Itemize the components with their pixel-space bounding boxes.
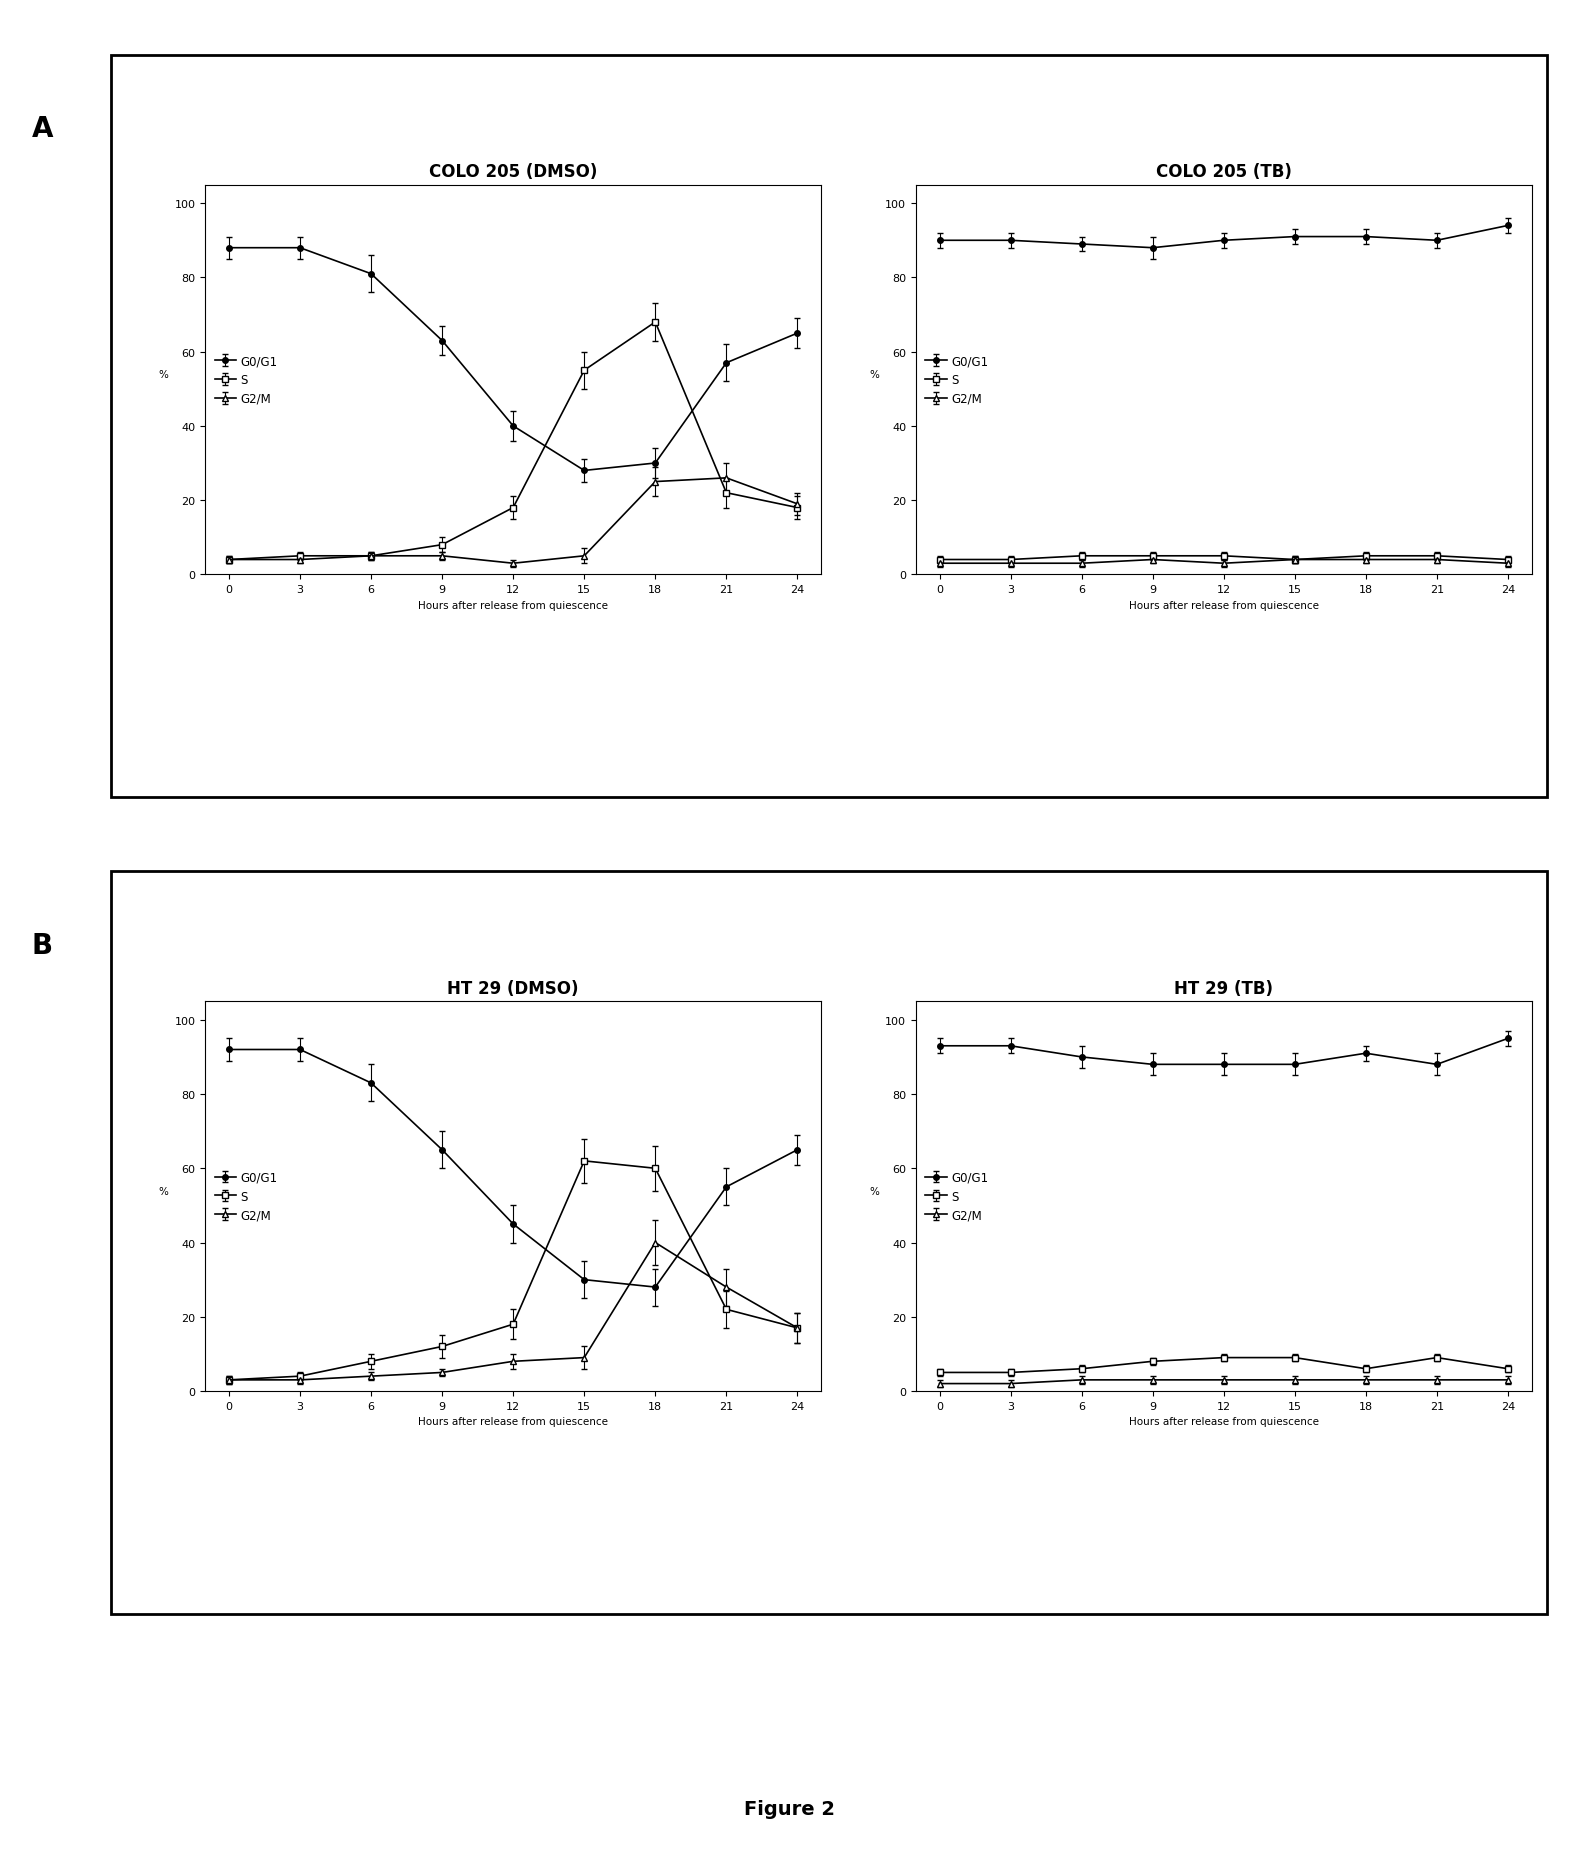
Text: A: A: [32, 115, 54, 143]
Legend: G0/G1, S, G2/M: G0/G1, S, G2/M: [212, 1167, 281, 1226]
Legend: G0/G1, S, G2/M: G0/G1, S, G2/M: [212, 351, 281, 410]
Y-axis label: %: %: [158, 371, 169, 380]
Text: Figure 2: Figure 2: [744, 1799, 835, 1818]
Text: B: B: [32, 931, 52, 959]
X-axis label: Hours after release from quiescence: Hours after release from quiescence: [1129, 1417, 1318, 1426]
Legend: G0/G1, S, G2/M: G0/G1, S, G2/M: [922, 1167, 992, 1226]
Y-axis label: %: %: [158, 1187, 169, 1196]
Title: COLO 205 (DMSO): COLO 205 (DMSO): [429, 163, 597, 182]
X-axis label: Hours after release from quiescence: Hours after release from quiescence: [418, 1417, 608, 1426]
Title: COLO 205 (TB): COLO 205 (TB): [1156, 163, 1292, 182]
X-axis label: Hours after release from quiescence: Hours after release from quiescence: [1129, 601, 1318, 610]
Title: HT 29 (DMSO): HT 29 (DMSO): [447, 979, 579, 998]
Y-axis label: %: %: [868, 1187, 880, 1196]
Legend: G0/G1, S, G2/M: G0/G1, S, G2/M: [922, 351, 992, 410]
Title: HT 29 (TB): HT 29 (TB): [1175, 979, 1273, 998]
Y-axis label: %: %: [868, 371, 880, 380]
X-axis label: Hours after release from quiescence: Hours after release from quiescence: [418, 601, 608, 610]
